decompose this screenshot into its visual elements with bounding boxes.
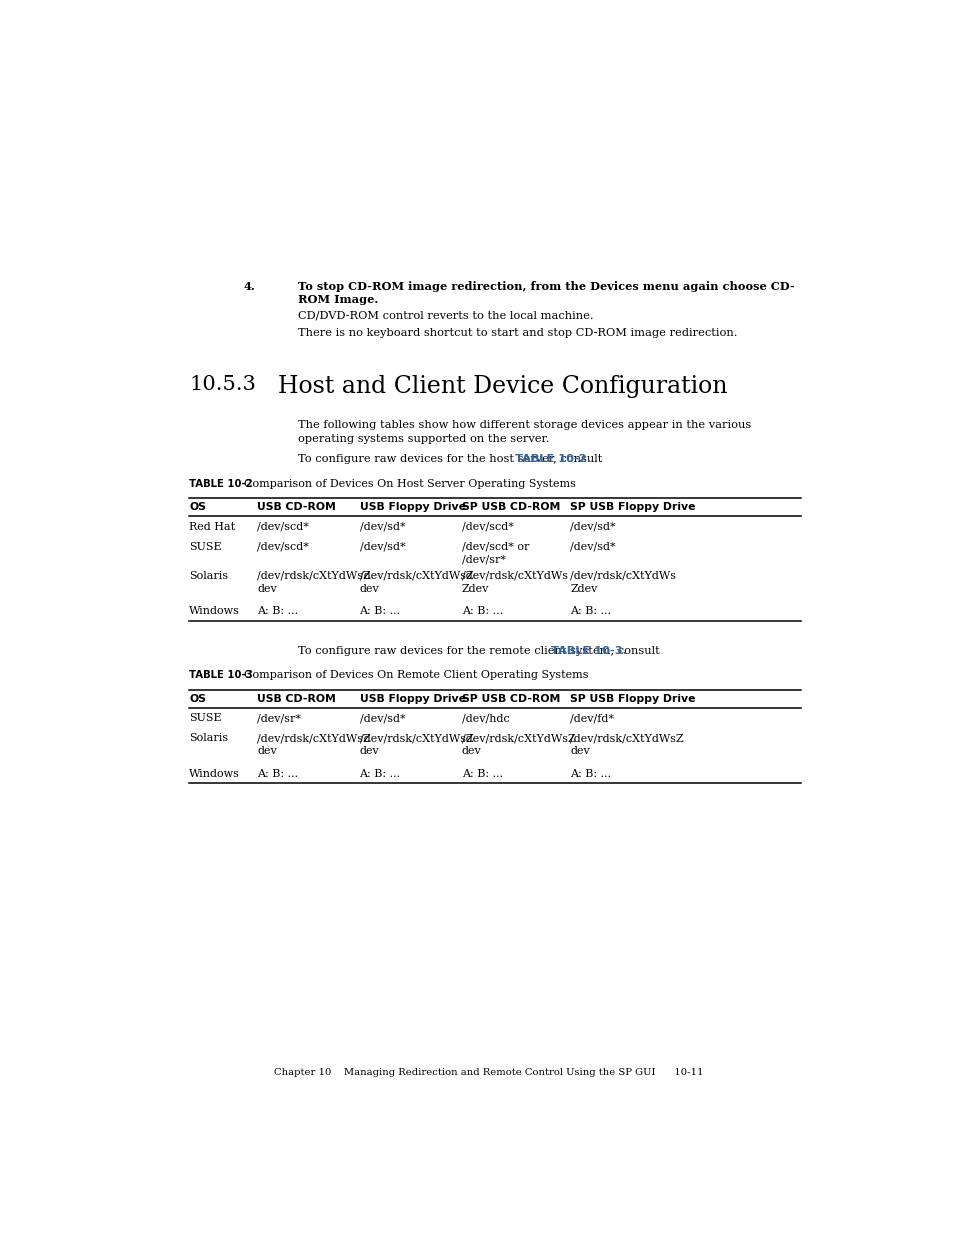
Text: A: B: ...: A: B: ... (461, 606, 502, 616)
Text: A: B: ...: A: B: ... (257, 606, 298, 616)
Text: /dev/scd* or: /dev/scd* or (461, 542, 529, 552)
Text: dev: dev (257, 746, 276, 756)
Text: USB CD-ROM: USB CD-ROM (257, 694, 335, 704)
Text: dev: dev (257, 584, 276, 594)
Text: USB Floppy Drive: USB Floppy Drive (359, 694, 465, 704)
Text: dev: dev (359, 584, 379, 594)
Text: operating systems supported on the server.: operating systems supported on the serve… (297, 435, 548, 445)
Text: /dev/rdsk/cXtYdWsZ: /dev/rdsk/cXtYdWsZ (359, 734, 473, 743)
Text: 4.: 4. (243, 282, 254, 293)
Text: To configure raw devices for the remote client system, consult: To configure raw devices for the remote … (297, 646, 662, 656)
Text: /dev/sd*: /dev/sd* (570, 542, 616, 552)
Text: /dev/fd*: /dev/fd* (570, 714, 614, 724)
Text: /dev/sd*: /dev/sd* (359, 521, 405, 531)
Text: /dev/rdsk/cXtYdWs: /dev/rdsk/cXtYdWs (461, 571, 567, 580)
Text: Chapter 10    Managing Redirection and Remote Control Using the SP GUI      10-1: Chapter 10 Managing Redirection and Remo… (274, 1068, 703, 1077)
Text: TABLE 10-2.: TABLE 10-2. (515, 454, 591, 464)
Text: OS: OS (189, 503, 206, 513)
Text: Solaris: Solaris (189, 734, 228, 743)
Text: A: B: ...: A: B: ... (570, 769, 611, 779)
Text: 10.5.3: 10.5.3 (189, 375, 255, 394)
Text: dev: dev (570, 746, 590, 756)
Text: /dev/hdc: /dev/hdc (461, 714, 509, 724)
Text: Zdev: Zdev (461, 584, 489, 594)
Text: /dev/sr*: /dev/sr* (461, 555, 505, 564)
Text: Windows: Windows (189, 769, 239, 779)
Text: There is no keyboard shortcut to start and stop CD-ROM image redirection.: There is no keyboard shortcut to start a… (297, 327, 737, 337)
Text: /dev/rdsk/cXtYdWs: /dev/rdsk/cXtYdWs (570, 571, 676, 580)
Text: /dev/rdsk/cXtYdWsZ: /dev/rdsk/cXtYdWsZ (359, 571, 473, 580)
Text: /dev/rdsk/cXtYdWsZ: /dev/rdsk/cXtYdWsZ (461, 734, 575, 743)
Text: ROM Image.: ROM Image. (297, 294, 377, 305)
Text: dev: dev (359, 746, 379, 756)
Text: Comparison of Devices On Host Server Operating Systems: Comparison of Devices On Host Server Ope… (236, 478, 576, 489)
Text: TABLE 10-3: TABLE 10-3 (189, 671, 253, 680)
Text: SP USB CD-ROM: SP USB CD-ROM (461, 503, 559, 513)
Text: To stop CD-ROM image redirection, from the Devices menu again choose CD-: To stop CD-ROM image redirection, from t… (297, 282, 793, 293)
Text: /dev/rdsk/cXtYdWsZ: /dev/rdsk/cXtYdWsZ (257, 571, 371, 580)
Text: OS: OS (189, 694, 206, 704)
Text: SP USB Floppy Drive: SP USB Floppy Drive (570, 503, 695, 513)
Text: /dev/rdsk/cXtYdWsZ: /dev/rdsk/cXtYdWsZ (257, 734, 371, 743)
Text: TABLE 10-3.: TABLE 10-3. (551, 646, 627, 656)
Text: /dev/sd*: /dev/sd* (359, 714, 405, 724)
Text: TABLE 10-2: TABLE 10-2 (189, 478, 253, 489)
Text: /dev/scd*: /dev/scd* (461, 521, 513, 531)
Text: /dev/sd*: /dev/sd* (570, 521, 616, 531)
Text: Host and Client Device Configuration: Host and Client Device Configuration (278, 375, 727, 399)
Text: /dev/rdsk/cXtYdWsZ: /dev/rdsk/cXtYdWsZ (570, 734, 683, 743)
Text: USB CD-ROM: USB CD-ROM (257, 503, 335, 513)
Text: Comparison of Devices On Remote Client Operating Systems: Comparison of Devices On Remote Client O… (236, 671, 588, 680)
Text: A: B: ...: A: B: ... (461, 769, 502, 779)
Text: CD/DVD-ROM control reverts to the local machine.: CD/DVD-ROM control reverts to the local … (297, 311, 593, 321)
Text: A: B: ...: A: B: ... (359, 606, 400, 616)
Text: The following tables show how different storage devices appear in the various: The following tables show how different … (297, 420, 750, 430)
Text: Red Hat: Red Hat (189, 521, 234, 531)
Text: Windows: Windows (189, 606, 239, 616)
Text: To configure raw devices for the host server, consult: To configure raw devices for the host se… (297, 454, 605, 464)
Text: A: B: ...: A: B: ... (570, 606, 611, 616)
Text: /dev/sd*: /dev/sd* (359, 542, 405, 552)
Text: SP USB CD-ROM: SP USB CD-ROM (461, 694, 559, 704)
Text: Solaris: Solaris (189, 571, 228, 580)
Text: /dev/sr*: /dev/sr* (257, 714, 301, 724)
Text: /dev/scd*: /dev/scd* (257, 521, 309, 531)
Text: A: B: ...: A: B: ... (359, 769, 400, 779)
Text: /dev/scd*: /dev/scd* (257, 542, 309, 552)
Text: SUSE: SUSE (189, 714, 221, 724)
Text: Zdev: Zdev (570, 584, 597, 594)
Text: USB Floppy Drive: USB Floppy Drive (359, 503, 465, 513)
Text: SP USB Floppy Drive: SP USB Floppy Drive (570, 694, 695, 704)
Text: A: B: ...: A: B: ... (257, 769, 298, 779)
Text: dev: dev (461, 746, 481, 756)
Text: SUSE: SUSE (189, 542, 221, 552)
